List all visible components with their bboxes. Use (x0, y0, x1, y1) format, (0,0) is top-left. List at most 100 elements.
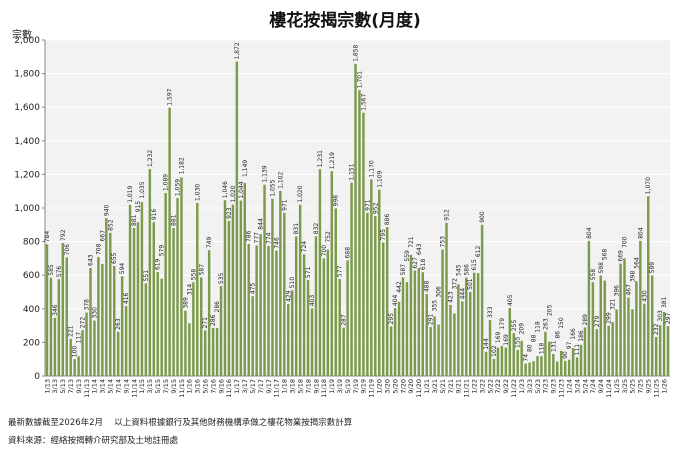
data-label: 619 (155, 258, 162, 270)
y-tick-label: 2,000 (14, 36, 40, 46)
data-label: 900 (479, 211, 486, 223)
data-label: 1,232 (147, 150, 154, 167)
data-label: 784 (44, 231, 51, 243)
data-label: 423 (447, 291, 454, 303)
bar (239, 200, 243, 376)
x-tick-label: 11/15 (178, 379, 186, 398)
bar (279, 190, 282, 376)
bar (421, 272, 424, 376)
bar (101, 263, 104, 376)
x-tick-label: 1/24 (565, 379, 573, 394)
x-tick-label: 7/23 (542, 379, 550, 394)
bar (334, 208, 337, 376)
data-label: 551 (143, 270, 150, 282)
bar (168, 107, 171, 376)
data-label: 299 (606, 312, 613, 324)
data-label: 430 (641, 290, 648, 302)
data-label: 700 (321, 245, 328, 257)
data-label: 577 (337, 265, 344, 277)
data-label: 1,059 (175, 179, 182, 196)
x-tick-label: 9/22 (502, 379, 510, 394)
y-tick-label: 1,000 (14, 204, 40, 214)
x-tick-label: 9/20 (407, 379, 415, 394)
y-tick-label: 1,800 (14, 70, 40, 80)
data-label: 579 (159, 245, 166, 257)
bar (152, 222, 156, 376)
y-axis-label: 宗數 (12, 30, 32, 41)
x-tick-label: 9/24 (597, 379, 605, 394)
bar (287, 303, 290, 376)
x-tick-label: 9/14 (122, 379, 130, 394)
x-tick-label: 7/14 (114, 379, 122, 394)
bar (176, 198, 179, 376)
bar (219, 286, 223, 376)
bar (401, 277, 405, 376)
data-label: 286 (210, 314, 217, 326)
bar (381, 242, 385, 376)
bar (461, 301, 464, 376)
data-label: 333 (487, 306, 494, 318)
chart-title: 樓花按揭宗數(月度) (269, 11, 421, 31)
data-label: 752 (325, 231, 332, 243)
x-tick-label: 1/14 (91, 379, 99, 394)
bar (413, 270, 417, 376)
x-tick-label: 3/24 (573, 379, 581, 394)
bar (362, 112, 365, 376)
bar (65, 257, 68, 376)
data-label: 700 (622, 236, 629, 248)
bar (429, 327, 432, 376)
data-label: 571 (305, 266, 312, 278)
data-label: 615 (471, 259, 478, 271)
data-label: 804 (586, 227, 593, 239)
x-tick-label: 3/20 (383, 379, 391, 394)
data-label: 1,044 (238, 181, 245, 198)
bar (666, 326, 670, 376)
x-tick-label: 7/16 (209, 379, 217, 394)
y-tick-label: 1,400 (14, 137, 40, 147)
x-tick-label: 7/24 (589, 379, 597, 394)
bar (544, 331, 547, 376)
data-label: 232 (653, 323, 660, 335)
data-label: 612 (475, 246, 482, 258)
bar (650, 275, 654, 376)
data-label: 330 (91, 307, 98, 319)
bar (631, 309, 634, 376)
bar (291, 290, 294, 376)
bar (358, 90, 361, 377)
x-tick-label: 11/24 (605, 379, 613, 398)
bar (370, 179, 373, 376)
x-tick-label: 1/26 (660, 379, 668, 394)
bar (603, 280, 606, 376)
data-label: 585 (48, 264, 55, 276)
bar (591, 282, 595, 376)
bar (164, 193, 167, 376)
bar (579, 344, 583, 376)
bar (180, 177, 183, 376)
data-label: 289 (582, 314, 589, 326)
data-label: 916 (151, 208, 158, 220)
data-label: 706 (64, 244, 71, 256)
x-tick-label: 7/19 (352, 379, 360, 394)
bar (354, 63, 357, 377)
data-label: 912 (444, 209, 451, 221)
data-label: 271 (202, 317, 209, 329)
data-label: 150 (558, 317, 565, 329)
bar (528, 362, 531, 376)
data-label: 510 (289, 277, 296, 289)
data-label: 405 (507, 294, 514, 306)
bar (607, 325, 610, 376)
x-tick-label: 3/16 (194, 379, 202, 394)
x-tick-label: 9/17 (265, 379, 273, 394)
data-label: 169 (495, 331, 502, 343)
bar (148, 169, 152, 376)
x-tick-label: 3/22 (478, 379, 486, 394)
bar (389, 326, 393, 376)
bar (53, 317, 57, 376)
x-tick-label: 1/20 (376, 379, 384, 394)
x-tick-label: 1/17 (233, 379, 241, 394)
bar (457, 284, 460, 376)
bar (251, 296, 254, 376)
bar (654, 337, 658, 376)
bar (81, 330, 84, 376)
